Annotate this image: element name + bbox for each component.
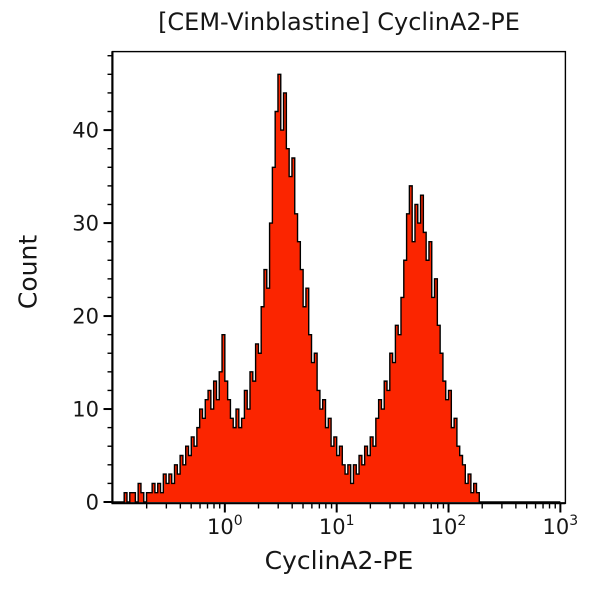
y-axis-tick-label: 40 — [72, 119, 99, 143]
y-axis-tick-label: 10 — [72, 398, 99, 422]
plot-frame — [111, 50, 567, 504]
y-axis-tick-label: 30 — [72, 212, 99, 236]
histogram-outline — [113, 73, 561, 503]
x-axis-tick-label: 102 — [431, 513, 467, 539]
x-axis-tick-label: 101 — [319, 513, 355, 539]
y-axis-tick-label: 0 — [86, 491, 99, 515]
chart-title: [CEM-Vinblastine] CyclinA2-PE — [158, 8, 520, 36]
x-axis-tick-label: 100 — [207, 513, 243, 539]
histogram-fill — [113, 74, 561, 502]
x-axis-label: CyclinA2-PE — [264, 546, 414, 575]
x-axis-tick-label: 103 — [543, 513, 579, 539]
y-axis-tick-label: 20 — [72, 305, 99, 329]
